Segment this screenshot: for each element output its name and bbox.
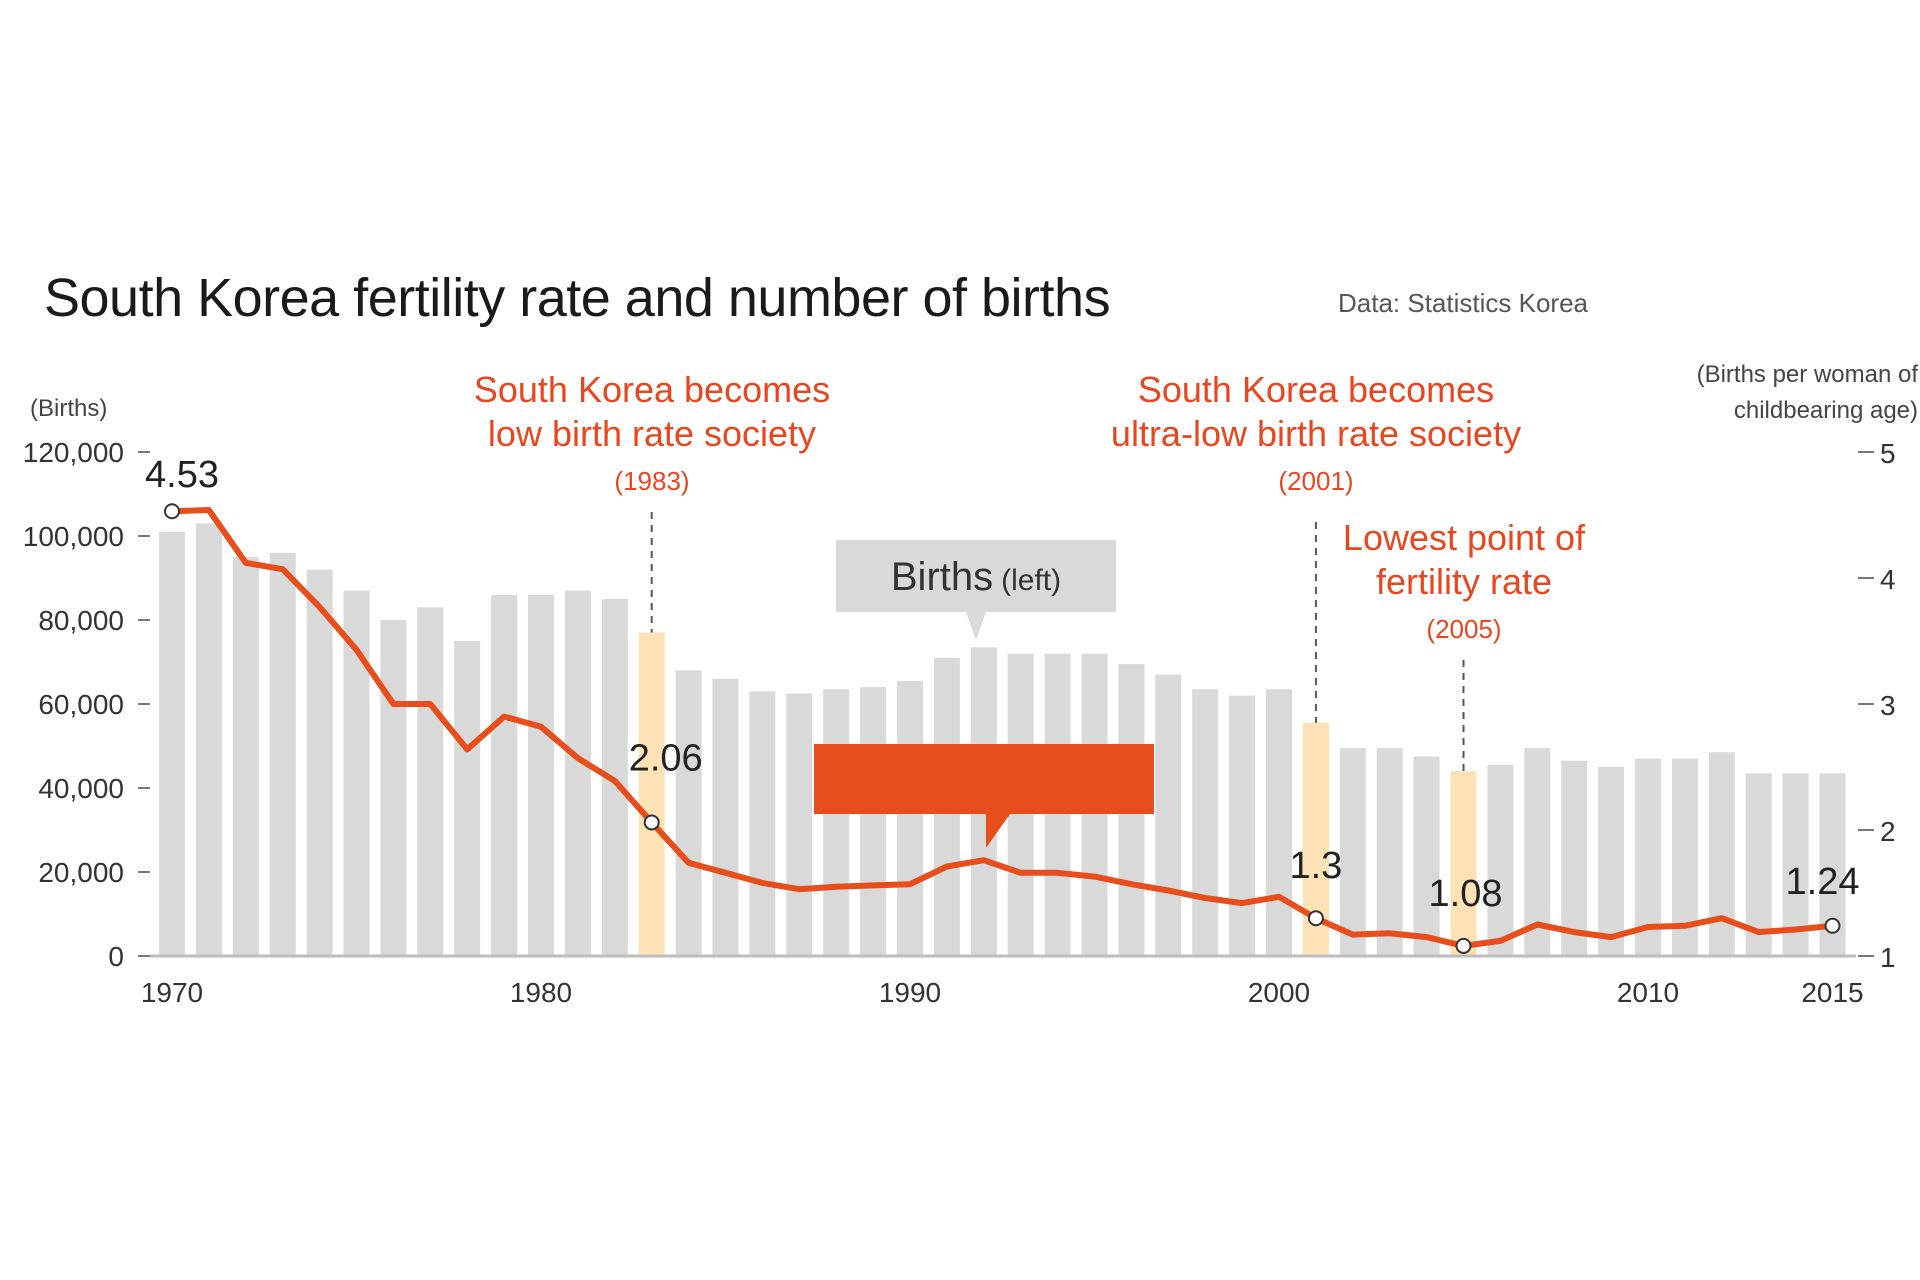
births-bar-2009 bbox=[1598, 767, 1625, 956]
x-tick-label: 1980 bbox=[510, 977, 572, 1008]
value-labels: 4.53 2.06 1.3 1.08 1.24 bbox=[145, 454, 1860, 954]
births-bar-2012 bbox=[1708, 752, 1735, 956]
annotation-line2-1983: low birth rate society bbox=[488, 413, 816, 454]
annotation-guide-lines bbox=[650, 512, 1465, 772]
births-bar-1981 bbox=[564, 590, 591, 956]
births-bar-1997 bbox=[1155, 674, 1182, 956]
left-tick-label: 20,000 bbox=[38, 857, 124, 888]
births-callout: Births (left) bbox=[836, 540, 1116, 640]
annotation-year-2005: (2005) bbox=[1426, 614, 1501, 644]
axes: 0 20,000 40,000 60,000 80,000 100,000 120,000 1… bbox=[23, 437, 1896, 1008]
births-bar-1971 bbox=[195, 523, 222, 956]
births-bar-1979 bbox=[491, 594, 518, 956]
births-bar-1984 bbox=[675, 670, 702, 956]
births-bar-1985 bbox=[712, 678, 739, 956]
fertility-callout-box bbox=[814, 744, 1154, 814]
births-bar-1990 bbox=[897, 680, 923, 956]
births-bar-1987 bbox=[786, 693, 813, 956]
chart-title: South Korea fertility rate and number of… bbox=[44, 268, 1110, 328]
annotation-line1-2001: South Korea becomes bbox=[1138, 369, 1494, 410]
births-bar-2013 bbox=[1745, 773, 1772, 956]
births-bar-2002 bbox=[1339, 748, 1366, 956]
births-bar-1977 bbox=[417, 607, 444, 956]
right-axis-unit-line2: childbearing age) bbox=[1734, 397, 1918, 424]
fertility-rate-line bbox=[169, 507, 1836, 949]
births-bar-1983 bbox=[638, 632, 665, 956]
annotation-year-2001: (2001) bbox=[1278, 466, 1353, 496]
births-bar-2014 bbox=[1782, 773, 1809, 956]
births-bar-1970 bbox=[159, 531, 185, 956]
right-tick-label: 2 bbox=[1880, 816, 1896, 847]
births-bar-2003 bbox=[1376, 748, 1403, 956]
left-tick-label: 60,000 bbox=[38, 689, 124, 720]
fertility-callout-pointer bbox=[986, 814, 1010, 848]
right-tick-label: 3 bbox=[1880, 690, 1896, 721]
births-bar-1988 bbox=[823, 689, 850, 956]
x-tick-label: 2000 bbox=[1248, 977, 1310, 1008]
fertility-value-label-1970: 4.53 bbox=[145, 454, 219, 496]
births-bar-1976 bbox=[380, 620, 407, 956]
x-tick-label: 1970 bbox=[141, 977, 203, 1008]
annotation-year-1983: (1983) bbox=[614, 466, 689, 496]
births-callout-main: Births bbox=[891, 555, 993, 599]
right-tick-label: 1 bbox=[1880, 942, 1896, 973]
fertility-value-label-1983: 2.06 bbox=[629, 737, 703, 779]
births-bar-2006 bbox=[1487, 764, 1514, 956]
right-axis-unit-line1: (Births per woman of bbox=[1697, 361, 1919, 388]
births-bar-1980 bbox=[528, 594, 554, 956]
fertility-marker-1970 bbox=[164, 503, 180, 520]
left-tick-label: 100,000 bbox=[23, 521, 124, 552]
births-bar-2000 bbox=[1266, 689, 1292, 956]
left-tick-label: 120,000 bbox=[23, 437, 124, 468]
births-bar-1989 bbox=[860, 687, 887, 956]
data-source: Data: Statistics Korea bbox=[1338, 288, 1589, 318]
left-tick-label: 40,000 bbox=[38, 773, 124, 804]
annotation-line1-1983: South Korea becomes bbox=[474, 369, 830, 410]
fertility-rate-series-line bbox=[169, 507, 1836, 949]
births-bar-1973 bbox=[269, 552, 296, 956]
births-callout-small: (left) bbox=[1001, 564, 1061, 597]
right-tick-label: 5 bbox=[1880, 438, 1896, 469]
births-bar-2004 bbox=[1413, 756, 1440, 956]
births-callout-pointer bbox=[966, 612, 986, 640]
left-axis-unit: (Births) bbox=[30, 395, 107, 422]
fertility-value-label-2005: 1.08 bbox=[1429, 873, 1503, 915]
births-bar-1986 bbox=[749, 691, 776, 956]
right-tick-label: 4 bbox=[1880, 564, 1896, 595]
births-bar-2008 bbox=[1561, 760, 1588, 956]
births-callout-box bbox=[836, 540, 1116, 612]
births-bar-1974 bbox=[306, 569, 333, 956]
left-tick-label: 0 bbox=[108, 941, 124, 972]
x-tick-label: 2015 bbox=[1801, 977, 1863, 1008]
fertility-marker-2001 bbox=[1307, 910, 1324, 927]
births-bar-1999 bbox=[1229, 695, 1256, 956]
births-bar-1998 bbox=[1192, 689, 1219, 956]
fertility-callout bbox=[814, 744, 1154, 848]
fertility-marker-2015 bbox=[1824, 917, 1841, 934]
annotation-line1-2005: Lowest point of bbox=[1343, 517, 1586, 558]
fertility-marker-2005 bbox=[1455, 937, 1472, 954]
fertility-value-label-2015: 1.24 bbox=[1786, 861, 1860, 903]
births-bar-2005 bbox=[1450, 771, 1477, 956]
births-bar-2007 bbox=[1524, 748, 1551, 956]
births-bar-2010 bbox=[1635, 758, 1661, 956]
fertility-marker-1983 bbox=[643, 814, 660, 831]
x-tick-label: 2010 bbox=[1617, 977, 1679, 1008]
fertility-value-label-2001: 1.3 bbox=[1289, 845, 1342, 887]
annotation-line2-2005: fertility rate bbox=[1376, 561, 1552, 602]
births-bar-1978 bbox=[454, 641, 481, 956]
births-callout-label: Births (left) bbox=[891, 555, 1061, 599]
left-tick-label: 80,000 bbox=[38, 605, 124, 636]
x-tick-label: 1990 bbox=[879, 977, 941, 1008]
annotation-line2-2001: ultra-low birth rate society bbox=[1111, 413, 1521, 454]
births-bar-1972 bbox=[232, 557, 259, 956]
